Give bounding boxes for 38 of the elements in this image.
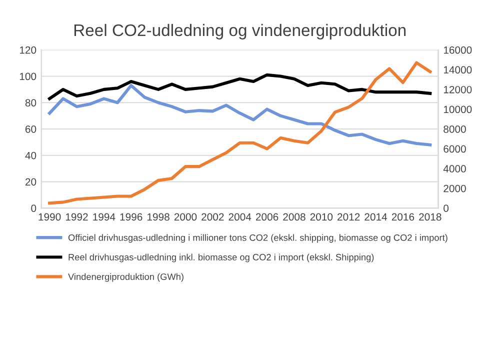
x-tick-label: 1998 — [148, 213, 170, 221]
y2-tick-label: 12000 — [444, 86, 472, 94]
x-tick-label: 1992 — [66, 213, 88, 221]
x-tick-label: 2014 — [364, 213, 388, 221]
y2-tick-label: 0 — [444, 204, 449, 212]
line-series — [48, 73, 432, 100]
y2-tick-label: 14000 — [444, 66, 472, 74]
x-tick-label: 1994 — [93, 213, 116, 221]
x-tick-label: 2012 — [338, 213, 360, 221]
x-tick-label: 2000 — [174, 213, 197, 221]
x-tick-label: 2010 — [310, 213, 333, 221]
y-tick-label: 120 — [20, 46, 36, 54]
y2-tick-label: 16000 — [444, 46, 472, 54]
x-tick-label: 2018 — [419, 213, 442, 221]
x-tick-label: 2006 — [256, 213, 278, 221]
y2-tick-label: 10000 — [444, 106, 472, 114]
legend-label: Vindenergiproduktion (GWh) — [68, 273, 184, 282]
x-tick-label: 1996 — [120, 213, 142, 221]
x-tick-label: 1990 — [38, 213, 61, 221]
legend-label: Officiel drivhusgas-udledning i millioner tons CO2 (ekskl. shipping, biomasse og CO2 i import) — [68, 234, 448, 243]
y2-tick-label: 6000 — [444, 145, 466, 153]
x-tick-label: 2016 — [392, 213, 414, 221]
y2-tick-label: 8000 — [444, 126, 466, 133]
line-series — [48, 61, 432, 205]
y2-tick-label: 4000 — [443, 165, 466, 172]
x-tick-label: 2002 — [202, 213, 224, 221]
y-tick-label: 40 — [25, 152, 36, 160]
y-tick-label: 100 — [20, 72, 36, 80]
y-tick-label: 20 — [25, 178, 36, 186]
line-series — [48, 84, 432, 146]
y-tick-label: 80 — [25, 99, 36, 107]
chart-title: Reel CO2-udledning og vindenergiproduktion — [74, 24, 406, 40]
y2-tick-label: 2000 — [444, 184, 466, 192]
x-tick-label: 2004 — [228, 213, 252, 221]
x-tick-label: 2008 — [283, 213, 306, 221]
y-tick-label: 0 — [31, 204, 36, 212]
y-tick-label: 60 — [25, 126, 36, 133]
legend-label: Reel drivhusgas-udledning inkl. biomasse og CO2 i import (ekskl. Shipping) — [68, 254, 374, 262]
